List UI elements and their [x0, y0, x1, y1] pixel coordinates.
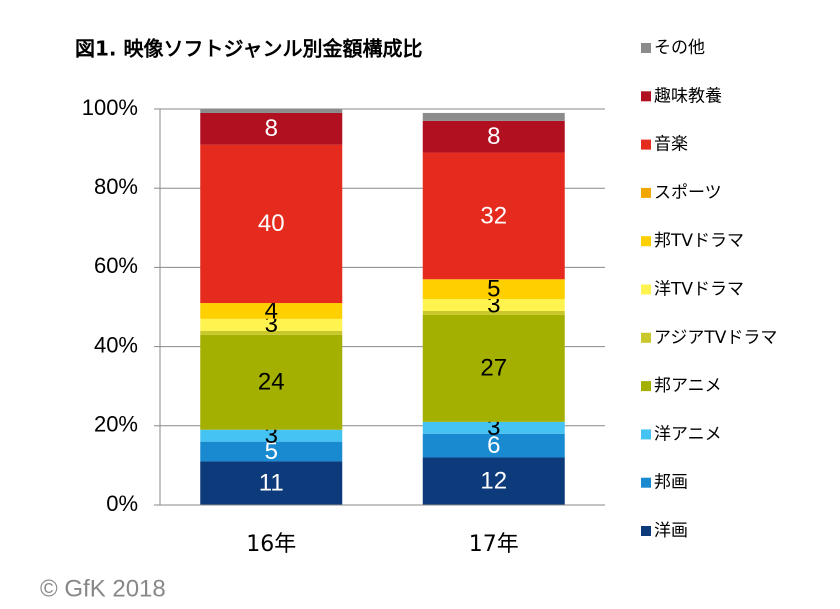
bar-segment — [422, 433, 565, 458]
bar-segment — [422, 152, 565, 280]
legend-swatch — [641, 526, 651, 536]
y-tick-label: 40% — [94, 332, 138, 357]
legend-label: 洋アニメ — [654, 424, 722, 444]
bar-segment — [200, 109, 343, 113]
data-label: 4 — [265, 297, 278, 324]
legend-swatch — [641, 332, 651, 343]
legend-label: 洋TVドラマ — [654, 280, 744, 300]
y-tick-label: 80% — [94, 174, 138, 199]
data-label: 32 — [480, 202, 507, 229]
data-label: 5 — [487, 276, 500, 303]
bar-segment — [200, 334, 343, 430]
data-label: 8 — [265, 115, 278, 142]
bar-segment — [422, 421, 565, 434]
bar-segment — [200, 429, 343, 442]
bar-segment — [422, 310, 565, 315]
data-label: 24 — [258, 369, 285, 396]
legend-label: 洋画 — [654, 521, 688, 541]
x-tick-label: 16年 — [246, 532, 296, 557]
bar-segment — [422, 314, 565, 422]
data-label: 40 — [258, 210, 285, 237]
chart-title: 図1. 映像ソフトジャンル別金額構成比 — [75, 37, 422, 61]
legend-swatch — [641, 284, 651, 295]
y-tick-label: 20% — [94, 412, 138, 437]
bar-segment — [200, 303, 343, 319]
legend-label: 趣味教養 — [654, 86, 722, 106]
bar-segment — [200, 330, 343, 335]
legend-swatch — [641, 43, 651, 53]
data-label: 11 — [259, 470, 284, 497]
data-label: 8 — [487, 123, 500, 150]
data-label: 27 — [480, 355, 507, 382]
bar-segment — [422, 299, 565, 311]
legend-swatch — [641, 236, 651, 247]
legend-label: 邦画 — [654, 473, 688, 493]
x-tick-label: 17年 — [469, 532, 519, 557]
bar-segment — [200, 441, 343, 462]
bar-segment — [422, 120, 565, 153]
bar-segment — [422, 457, 565, 505]
bar-segment — [200, 318, 343, 331]
legend-swatch — [641, 477, 651, 488]
y-tick-label: 100% — [82, 95, 138, 120]
bar-segment — [422, 279, 565, 300]
bar-segment — [200, 112, 343, 145]
legend-label: その他 — [654, 38, 705, 58]
data-label: 6 — [487, 432, 500, 459]
legend-swatch — [641, 381, 651, 392]
legend-label: 音楽 — [654, 135, 688, 155]
footer: © GfK 2018 — [40, 575, 166, 602]
legend-swatch — [641, 91, 651, 102]
legend-swatch — [641, 429, 651, 440]
bar-segment — [200, 461, 343, 505]
legend-swatch — [641, 187, 651, 198]
y-tick-label: 0% — [106, 491, 138, 516]
legend-label: スポーツ — [654, 183, 722, 203]
legend-label: 邦TVドラマ — [654, 231, 744, 251]
bar-segment — [422, 112, 565, 121]
bar-segment — [200, 144, 343, 304]
data-label: 12 — [480, 468, 507, 495]
legend-label: 邦アニメ — [654, 376, 722, 396]
legend-swatch — [641, 139, 651, 150]
data-label: 5 — [265, 438, 278, 465]
y-tick-label: 60% — [94, 253, 138, 278]
legend-label: アジアTVドラマ — [654, 328, 777, 348]
